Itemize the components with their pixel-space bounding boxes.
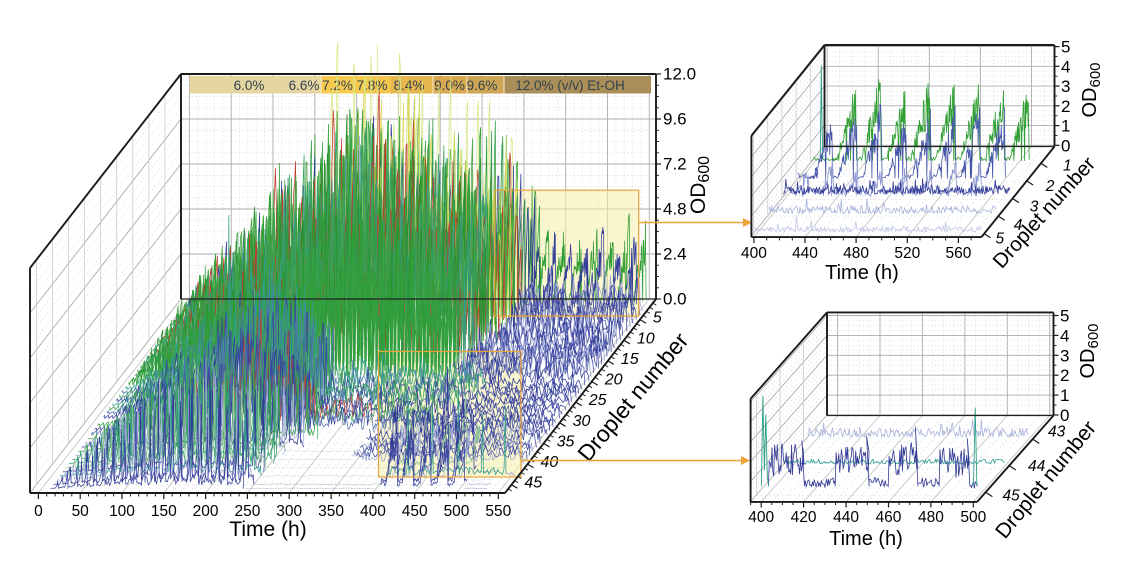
svg-text:5: 5	[1061, 38, 1070, 57]
svg-text:150: 150	[151, 503, 177, 520]
svg-text:4: 4	[1060, 326, 1069, 345]
svg-text:2.4: 2.4	[663, 245, 687, 264]
svg-text:12.0: 12.0	[663, 65, 696, 84]
svg-text:4: 4	[1014, 217, 1023, 234]
svg-text:3: 3	[1030, 199, 1039, 216]
svg-text:300: 300	[276, 503, 302, 520]
svg-text:25: 25	[588, 392, 607, 409]
svg-text:500: 500	[444, 503, 470, 520]
svg-text:12.0% (v/v) Et-OH: 12.0% (v/v) Et-OH	[515, 78, 625, 93]
svg-text:45: 45	[524, 475, 542, 492]
svg-text:8.4%: 8.4%	[394, 78, 425, 93]
svg-text:5: 5	[653, 310, 662, 327]
svg-text:0.0: 0.0	[663, 290, 687, 309]
svg-text:0: 0	[1061, 136, 1070, 155]
svg-text:45: 45	[1003, 488, 1021, 505]
svg-text:400: 400	[748, 509, 774, 526]
svg-text:3: 3	[1061, 77, 1070, 96]
svg-text:1: 1	[1061, 117, 1070, 136]
svg-text:9.0%: 9.0%	[434, 78, 465, 93]
svg-text:6.0%: 6.0%	[234, 78, 265, 93]
svg-text:440: 440	[833, 509, 859, 526]
svg-text:400: 400	[360, 503, 386, 520]
svg-text:30: 30	[573, 413, 591, 430]
svg-text:200: 200	[193, 503, 219, 520]
svg-text:2: 2	[1045, 178, 1055, 195]
svg-text:560: 560	[945, 245, 971, 262]
svg-text:20: 20	[604, 372, 623, 389]
svg-text:6.6%: 6.6%	[289, 78, 320, 93]
svg-text:5: 5	[1060, 307, 1069, 326]
svg-text:9.6: 9.6	[663, 110, 687, 129]
svg-text:Time (h): Time (h)	[229, 518, 306, 541]
svg-text:1: 1	[1063, 157, 1072, 174]
svg-text:OD600: OD600	[1077, 323, 1102, 378]
svg-text:450: 450	[402, 503, 428, 520]
svg-text:43: 43	[1048, 424, 1066, 441]
svg-text:350: 350	[318, 503, 344, 520]
svg-text:50: 50	[72, 503, 90, 520]
svg-text:4: 4	[1061, 57, 1070, 76]
svg-text:0: 0	[1060, 406, 1069, 425]
svg-text:500: 500	[960, 509, 986, 526]
svg-text:480: 480	[843, 245, 869, 262]
svg-text:520: 520	[894, 245, 920, 262]
svg-text:420: 420	[791, 509, 817, 526]
svg-text:40: 40	[541, 454, 559, 471]
svg-text:Time (h): Time (h)	[829, 528, 903, 550]
svg-text:400: 400	[741, 245, 767, 262]
svg-text:1: 1	[1060, 386, 1069, 405]
svg-text:44: 44	[1028, 458, 1046, 475]
svg-text:550: 550	[485, 503, 511, 520]
svg-text:2: 2	[1060, 366, 1069, 385]
svg-text:4.8: 4.8	[663, 200, 687, 219]
svg-text:7.2: 7.2	[663, 155, 687, 174]
svg-text:5: 5	[996, 231, 1005, 248]
svg-text:3: 3	[1060, 346, 1069, 365]
svg-text:2: 2	[1061, 97, 1070, 116]
svg-text:100: 100	[109, 503, 135, 520]
svg-text:250: 250	[234, 503, 260, 520]
svg-text:Time (h): Time (h)	[825, 262, 899, 284]
svg-text:480: 480	[918, 509, 944, 526]
svg-text:9.6%: 9.6%	[467, 78, 498, 93]
svg-text:35: 35	[557, 434, 575, 451]
svg-text:460: 460	[876, 509, 902, 526]
svg-text:0: 0	[34, 503, 43, 520]
svg-text:15: 15	[621, 351, 639, 368]
svg-text:10: 10	[637, 330, 655, 347]
svg-text:440: 440	[792, 245, 818, 262]
